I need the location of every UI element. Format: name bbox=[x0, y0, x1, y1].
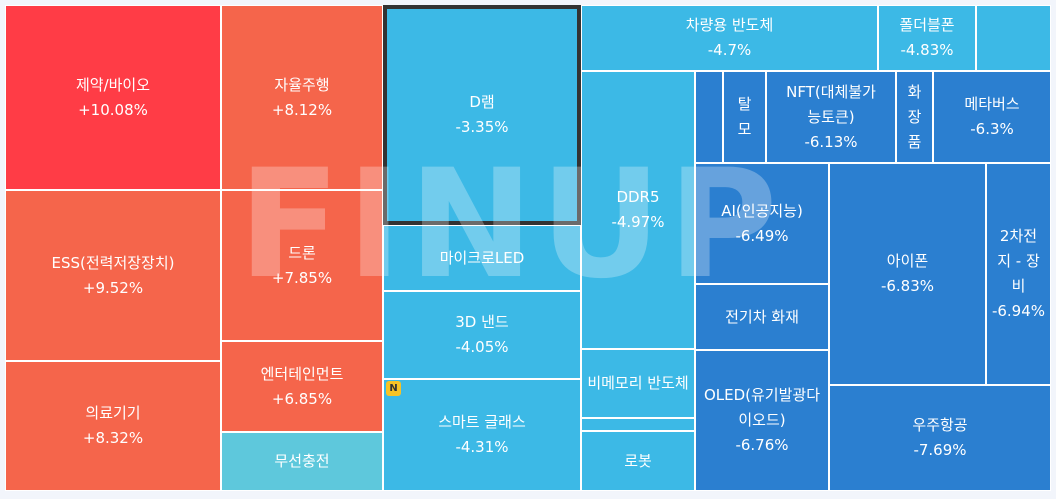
tile-name: 의료기기 bbox=[85, 404, 141, 422]
tile-wireless-charging[interactable]: 무선충전 bbox=[221, 432, 383, 491]
tile-entertainment[interactable]: 엔터테인먼트 +6.85% bbox=[221, 341, 383, 432]
tile-non-memory-semis[interactable]: 비메모리 반도체 bbox=[581, 349, 695, 418]
tile-change: +6.85% bbox=[271, 389, 333, 408]
tile-name: 엔터테인먼트 bbox=[260, 364, 344, 383]
tile-metaverse[interactable]: 메타버스 -6.3% bbox=[933, 71, 1051, 163]
tile-change: -4.05% bbox=[455, 338, 509, 356]
tile-name: 비메모리 반도체 bbox=[587, 374, 689, 392]
tile-change: +10.08% bbox=[78, 100, 148, 119]
tile-name: 폴더블폰 bbox=[899, 16, 955, 34]
tile-secondary-battery-equipment[interactable]: 2차전지 - 장비 -6.94% bbox=[986, 163, 1051, 385]
tile-name: 우주항공 bbox=[912, 416, 968, 434]
tile-name: D램 bbox=[469, 93, 495, 111]
tile-change: -4.97% bbox=[611, 213, 665, 231]
tile-unnamed-thin[interactable] bbox=[581, 418, 695, 431]
tile-change: -4.31% bbox=[455, 438, 509, 456]
tile-name: 화장품 bbox=[907, 82, 922, 151]
tile-aerospace[interactable]: 우주항공 -7.69% bbox=[829, 385, 1051, 491]
tile-name: 탈모 bbox=[737, 95, 752, 138]
tile-unnamed-top-right[interactable] bbox=[976, 5, 1051, 71]
tile-change: -6.83% bbox=[880, 277, 935, 295]
tile-name: 2차전지 - 장비 bbox=[997, 227, 1040, 295]
tile-change: -6.76% bbox=[735, 436, 789, 454]
tile-foldable-phone[interactable]: 폴더블폰 -4.83% bbox=[878, 5, 976, 71]
tile-ddr5[interactable]: DDR5 -4.97% bbox=[581, 71, 695, 349]
tile-name: NFT(대체불가능토큰) bbox=[786, 82, 876, 126]
tile-change: -6.49% bbox=[735, 226, 789, 245]
tile-medical-devices[interactable]: 의료기기 +8.32% bbox=[5, 361, 221, 491]
tile-change: -6.13% bbox=[804, 132, 858, 151]
tile-name: 메타버스 bbox=[964, 95, 1020, 113]
tile-name: DDR5 bbox=[616, 188, 660, 206]
tile-name: ESS(전력저장장치) bbox=[51, 253, 175, 272]
tile-name: 스마트 글래스 bbox=[438, 413, 526, 431]
tile-name: 마이크로LED bbox=[439, 248, 525, 267]
tile-change: +9.52% bbox=[82, 278, 144, 297]
tile-change: -3.35% bbox=[455, 118, 509, 136]
tile-name: 전기차 화재 bbox=[725, 307, 799, 326]
tile-smart-glasses[interactable]: 스마트 글래스 -4.31% bbox=[383, 379, 581, 491]
tile-change: +7.85% bbox=[271, 268, 333, 287]
tile-name: 무선충전 bbox=[274, 452, 330, 470]
tile-robot[interactable]: 로봇 bbox=[581, 431, 695, 491]
tile-self-driving[interactable]: 자율주행 +8.12% bbox=[221, 5, 383, 190]
new-badge: N bbox=[386, 381, 401, 396]
tile-cosmetics[interactable]: 화장품 bbox=[896, 71, 933, 163]
tile-oled[interactable]: OLED(유기발광다이오드) -6.76% bbox=[695, 350, 829, 491]
tile-micro-led[interactable]: 마이크로LED bbox=[383, 225, 581, 291]
tile-name: AI(인공지능) bbox=[721, 201, 803, 220]
tile-change: -6.94% bbox=[991, 302, 1046, 320]
tile-name: 3D 낸드 bbox=[455, 313, 509, 331]
tile-change: -6.3% bbox=[970, 120, 1014, 138]
tile-nft[interactable]: NFT(대체불가능토큰) -6.13% bbox=[766, 71, 896, 163]
tile-name: 제약/바이오 bbox=[75, 75, 151, 94]
tile-ev-fire[interactable]: 전기차 화재 bbox=[695, 284, 829, 350]
tile-dram[interactable]: D램 -3.35% bbox=[383, 5, 581, 225]
tile-unnamed-small-1[interactable] bbox=[695, 71, 723, 163]
tile-name: 드론 bbox=[288, 243, 316, 262]
tile-change: -4.7% bbox=[707, 41, 752, 59]
tile-auto-semis[interactable]: 차량용 반도체 -4.7% bbox=[581, 5, 878, 71]
tile-change: +8.32% bbox=[82, 429, 144, 447]
tile-change: +8.12% bbox=[271, 100, 333, 119]
tile-iphone[interactable]: 아이폰 -6.83% bbox=[829, 163, 986, 385]
tile-name: 차량용 반도체 bbox=[685, 16, 774, 34]
tile-ess[interactable]: ESS(전력저장장치) +9.52% bbox=[5, 190, 221, 361]
tile-name: 자율주행 bbox=[274, 75, 330, 94]
tile-name: OLED(유기발광다이오드) bbox=[703, 386, 821, 429]
tile-drone[interactable]: 드론 +7.85% bbox=[221, 190, 383, 341]
tile-hair-loss[interactable]: 탈모 bbox=[723, 71, 766, 163]
tile-ai[interactable]: AI(인공지능) -6.49% bbox=[695, 163, 829, 284]
tile-name: 아이폰 bbox=[886, 252, 929, 270]
tile-pharma-bio[interactable]: 제약/바이오 +10.08% bbox=[5, 5, 221, 190]
tile-name: 로봇 bbox=[624, 451, 652, 470]
tile-3d-nand[interactable]: 3D 낸드 -4.05% bbox=[383, 291, 581, 379]
tile-change: -4.83% bbox=[900, 41, 954, 59]
tile-change: -7.69% bbox=[913, 441, 967, 459]
